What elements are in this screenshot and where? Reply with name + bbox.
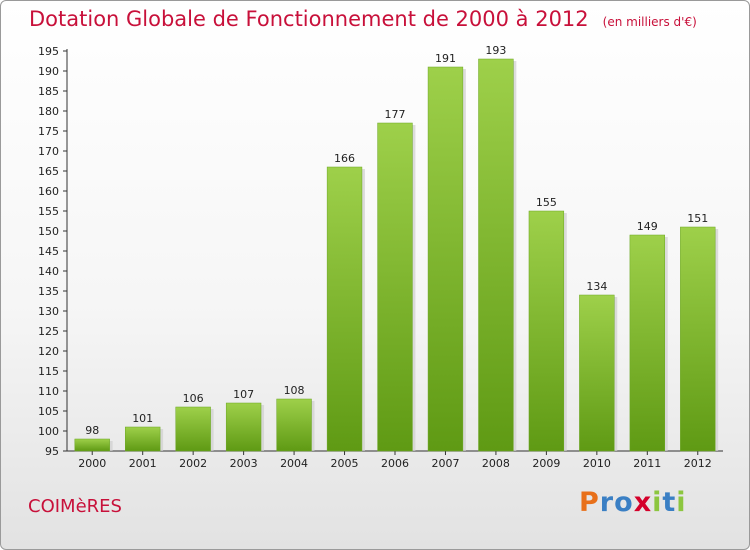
- value-label-2009: 155: [536, 196, 557, 209]
- bar-2005: [326, 166, 363, 452]
- x-tick-label-2001: 2001: [129, 457, 157, 470]
- value-label-2008: 193: [485, 44, 506, 57]
- x-tick-label-2003: 2003: [230, 457, 258, 470]
- y-tick-label: 150: [38, 225, 59, 238]
- bar-2012: [680, 226, 716, 452]
- y-tick-label: 95: [45, 445, 59, 458]
- bar-2003: [225, 402, 262, 452]
- y-tick-label: 165: [38, 165, 59, 178]
- x-tick-label-2004: 2004: [280, 457, 308, 470]
- y-tick-label: 115: [38, 365, 59, 378]
- y-tick-label: 195: [38, 45, 59, 58]
- x-tick-label-2005: 2005: [331, 457, 359, 470]
- y-tick-label: 130: [38, 305, 59, 318]
- proxiti-logo: Proxiti: [579, 487, 687, 518]
- bar-2006: [377, 122, 413, 452]
- x-tick-label-2010: 2010: [583, 457, 611, 470]
- logo-letter: i: [652, 487, 663, 518]
- logo-letter: P: [579, 487, 600, 518]
- y-tick-label: 185: [38, 85, 59, 98]
- logo-letter: r: [599, 487, 615, 518]
- logo-letter: o: [614, 487, 634, 518]
- x-tick-label-2008: 2008: [482, 457, 510, 470]
- value-label-2004: 108: [284, 384, 305, 397]
- x-tick-label-2009: 2009: [532, 457, 560, 470]
- y-tick-label: 125: [38, 325, 59, 338]
- value-label-2000: 98: [85, 424, 99, 437]
- bar-2008: [478, 58, 514, 452]
- y-tick-label: 100: [38, 425, 59, 438]
- x-tick-label-2002: 2002: [179, 457, 207, 470]
- logo-letter: i: [676, 487, 687, 518]
- y-tick-label: 180: [38, 105, 59, 118]
- y-tick-label: 170: [38, 145, 59, 158]
- y-tick-label: 135: [38, 285, 59, 298]
- commune-name: COIMèRES: [28, 496, 122, 517]
- x-tick-label-2007: 2007: [431, 457, 459, 470]
- y-tick-label: 190: [38, 65, 59, 78]
- chart-title: Dotation Globale de Fonctionnement de 20…: [29, 7, 697, 31]
- title-main: Dotation Globale de Fonctionnement de 20…: [29, 7, 589, 31]
- value-label-2003: 107: [233, 388, 254, 401]
- x-tick-label-2006: 2006: [381, 457, 409, 470]
- x-tick-label-2012: 2012: [684, 457, 712, 470]
- logo-letter: t: [662, 487, 677, 518]
- y-tick-label: 160: [38, 185, 59, 198]
- y-tick-label: 175: [38, 125, 59, 138]
- value-label-2007: 191: [435, 52, 456, 65]
- y-tick-label: 145: [38, 245, 59, 258]
- title-unit-note: (en milliers d'€): [602, 15, 697, 29]
- value-label-2006: 177: [385, 108, 406, 121]
- bar-2010: [579, 294, 615, 452]
- bar-2002: [175, 406, 211, 452]
- value-label-2002: 106: [183, 392, 204, 405]
- x-tick-label-2000: 2000: [78, 457, 106, 470]
- logo-letter: x: [633, 487, 653, 518]
- bar-2007: [427, 66, 464, 452]
- value-label-2001: 101: [132, 412, 153, 425]
- bar-2000: [74, 438, 110, 452]
- y-tick-label: 120: [38, 345, 59, 358]
- bar-2009: [528, 210, 565, 452]
- value-label-2012: 151: [687, 212, 708, 225]
- bar-2011: [629, 234, 665, 452]
- y-tick-label: 155: [38, 205, 59, 218]
- value-label-2010: 134: [586, 280, 607, 293]
- value-label-2005: 166: [334, 152, 355, 165]
- y-tick-label: 140: [38, 265, 59, 278]
- value-label-2011: 149: [637, 220, 658, 233]
- y-tick-label: 110: [38, 385, 59, 398]
- y-tick-label: 105: [38, 405, 59, 418]
- bar-2004: [276, 398, 312, 452]
- bar-2001: [125, 426, 161, 452]
- x-tick-label-2011: 2011: [633, 457, 661, 470]
